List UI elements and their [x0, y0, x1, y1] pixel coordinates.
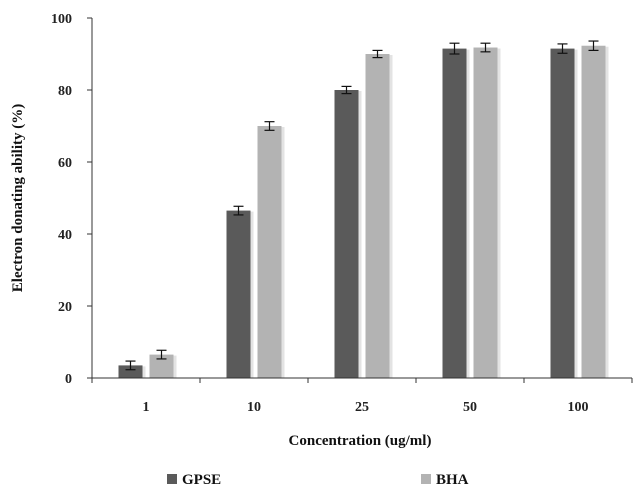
legend-label-bha: BHA	[436, 472, 469, 488]
y-tick-label: 100	[51, 12, 72, 27]
y-tick-label: 60	[58, 156, 72, 171]
bar-bha-50	[473, 47, 498, 379]
y-axis-title: Electron donating ability (%)	[10, 104, 26, 292]
bar-gpse-1	[118, 365, 143, 378]
y-tick-label: 40	[58, 228, 72, 243]
bar-gpse-100	[550, 48, 575, 378]
x-tick-label: 100	[568, 400, 589, 415]
bar-bha-10	[257, 126, 282, 378]
bar-gpse-10	[226, 210, 251, 378]
bar-bha-100	[581, 45, 606, 378]
bar-bha-1	[149, 354, 174, 378]
legend: GPSE BHA	[167, 472, 469, 488]
x-tick-label: 1	[143, 400, 150, 415]
y-axis-ticks: 0 20 40 60 80 100	[51, 12, 92, 387]
x-tick-label: 50	[463, 400, 477, 415]
x-tick-label: 25	[355, 400, 369, 415]
y-tick-label: 0	[65, 372, 72, 387]
legend-label-gpse: GPSE	[182, 472, 221, 488]
x-axis-ticks: 1 10 25 50 100	[91, 378, 633, 415]
legend-swatch-gpse	[167, 474, 177, 484]
y-tick-label: 80	[58, 84, 72, 99]
bar-gpse-50	[442, 48, 467, 378]
bar-gpse-25	[334, 90, 359, 378]
legend-swatch-bha	[421, 474, 431, 484]
x-axis-title: Concentration (ug/ml)	[289, 433, 432, 449]
x-tick-label: 10	[247, 400, 261, 415]
bars	[118, 45, 609, 379]
error-bars	[125, 40, 599, 371]
bar-bha-25	[365, 54, 390, 378]
y-tick-label: 20	[58, 300, 72, 315]
